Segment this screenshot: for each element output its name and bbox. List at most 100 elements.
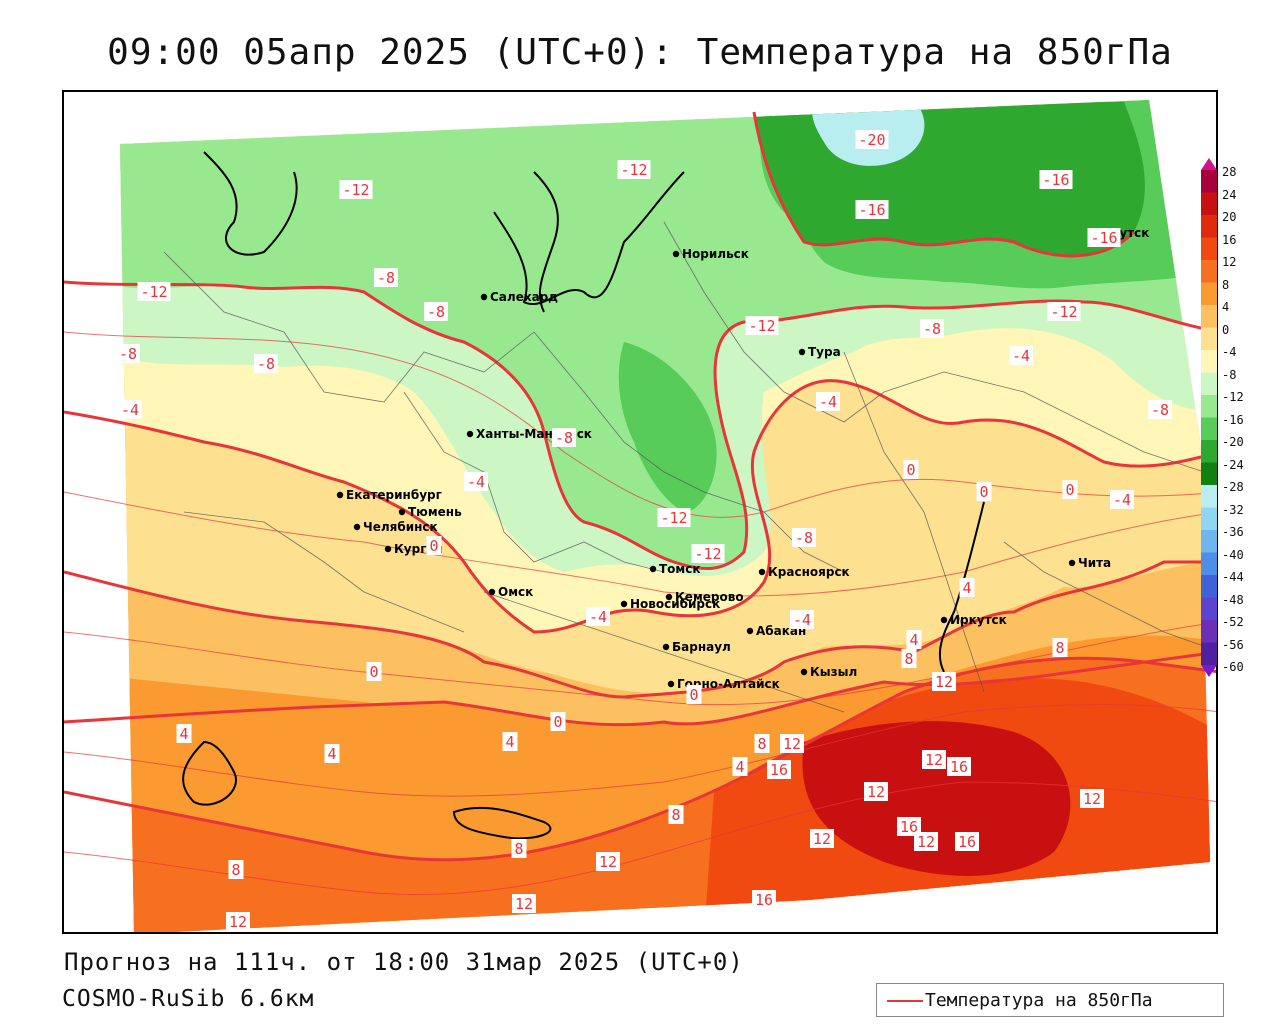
contour-label-bg xyxy=(511,839,527,858)
contour-label: -8 xyxy=(257,355,275,373)
legend-line-swatch xyxy=(887,1000,923,1002)
city-dot xyxy=(620,600,628,608)
contour-label-bg xyxy=(897,817,921,836)
city-dot xyxy=(798,348,806,356)
contour-label-bg xyxy=(254,354,278,373)
contour-label-bg xyxy=(816,392,840,411)
contour-label-bg xyxy=(922,750,946,769)
contour-label-bg xyxy=(976,482,992,501)
city-label: Томск xyxy=(659,562,701,576)
city-dot xyxy=(940,616,948,624)
colorbar-swatch xyxy=(1201,440,1217,463)
legend: Температура на 850гПа xyxy=(876,983,1224,1017)
minor-isotherms xyxy=(64,331,1216,896)
colorbar-swatch xyxy=(1201,552,1217,575)
colorbar-tick-label: 0 xyxy=(1222,322,1230,337)
city-dot xyxy=(353,523,361,531)
contour-label: 16 xyxy=(950,758,968,776)
city-dot xyxy=(466,430,474,438)
contour-label: 12 xyxy=(229,913,247,931)
contour-label: 16 xyxy=(958,833,976,851)
contour-label: 4 xyxy=(735,758,744,776)
contour-label: 8 xyxy=(757,735,766,753)
contour-label: -12 xyxy=(620,161,647,179)
contour-label: 16 xyxy=(770,761,788,779)
city-label: Барнаул xyxy=(672,640,731,654)
colorbar-tick-label: -52 xyxy=(1222,615,1244,629)
colorbar-tick-label: 28 xyxy=(1222,165,1237,179)
colorbar-swatch xyxy=(1201,372,1217,395)
colorbar-swatch xyxy=(1201,597,1217,620)
colorbar-tick-label: -4 xyxy=(1222,345,1237,359)
colorbar-tick-label: -36 xyxy=(1222,525,1244,539)
contour-label-bg xyxy=(464,472,488,491)
contour-label: -16 xyxy=(1042,171,1069,189)
colorbar-swatch xyxy=(1201,305,1217,328)
colorbar-svg xyxy=(1201,158,1217,677)
contour-label: -8 xyxy=(1151,401,1169,419)
colorbar-swatch xyxy=(1201,575,1217,598)
contour-label: -12 xyxy=(694,545,721,563)
contour-label-bg xyxy=(116,344,140,363)
contour-label-bg xyxy=(780,734,804,753)
contour-label-bg xyxy=(552,428,576,447)
contour-label: -20 xyxy=(858,131,885,149)
contour-label-bg xyxy=(657,508,691,527)
model-name: COSMO-RuSib 6.6км xyxy=(62,986,315,1012)
contour-label: 4 xyxy=(327,745,336,763)
contour-label: 12 xyxy=(925,751,943,769)
colorbar-swatch xyxy=(1201,642,1217,665)
contour-label: -4 xyxy=(819,393,837,411)
legend-label: Температура на 850гПа xyxy=(925,990,1153,1011)
contour-label: 0 xyxy=(906,461,915,479)
city-dot xyxy=(384,545,392,553)
forecast-info: Прогноз на 111ч. от 18:00 31мар 2025 (UT… xyxy=(64,948,744,976)
city-dot xyxy=(672,250,680,258)
contour-label-bg xyxy=(1039,170,1073,189)
coastlines xyxy=(182,151,985,840)
contour-label: 0 xyxy=(553,713,562,731)
city-label: Челябинск xyxy=(363,520,438,534)
contour-label-bg xyxy=(855,200,889,219)
contour-label: -8 xyxy=(377,269,395,287)
contour-label-bg xyxy=(366,662,382,681)
city-dot xyxy=(1068,559,1076,567)
colorbar-tick-label: -56 xyxy=(1222,637,1244,652)
city-label: Чита xyxy=(1078,556,1111,570)
contour-label: -4 xyxy=(467,473,485,491)
colorbar-swatch xyxy=(1201,462,1217,485)
contour-label-bg xyxy=(947,757,971,776)
temperature-map[interactable]: Норильск Якутск Салехард Тура Ханты-Мансийск… xyxy=(62,90,1218,934)
city-dot xyxy=(480,293,488,301)
colorbar-tick-label: -12 xyxy=(1222,390,1244,404)
contour-label-bg xyxy=(424,302,448,321)
city-dot xyxy=(746,627,754,635)
contour-label: -4 xyxy=(121,401,139,419)
contour-label-bg xyxy=(767,760,791,779)
city-label: Омск xyxy=(498,585,533,599)
contour-label: 4 xyxy=(179,725,188,743)
contour-label: -12 xyxy=(660,509,687,527)
temperature-fill xyxy=(120,100,1210,932)
contour-label: -8 xyxy=(795,529,813,547)
contour-label-bg xyxy=(959,578,975,597)
contour-label-bg xyxy=(586,607,610,626)
contour-label-bg xyxy=(864,782,888,801)
contour-label-bg xyxy=(617,160,651,179)
city-dot xyxy=(649,565,657,573)
contour-label: -16 xyxy=(1090,229,1117,247)
colorbar-swatch xyxy=(1201,485,1217,508)
contour-label: -12 xyxy=(748,317,775,335)
contour-label: 4 xyxy=(962,579,971,597)
contour-label: -4 xyxy=(1113,491,1131,509)
colorbar-swatch xyxy=(1201,350,1217,373)
city-dot xyxy=(398,508,406,516)
city-label: Салехард xyxy=(490,290,558,304)
colorbar-tick-label: -28 xyxy=(1222,480,1244,494)
contour-label: -8 xyxy=(555,429,573,447)
colorbar-tick-label: 20 xyxy=(1222,210,1237,224)
colorbar-tick-label: 24 xyxy=(1222,187,1237,202)
contour-label: 4 xyxy=(909,631,918,649)
contour-label: -8 xyxy=(119,345,137,363)
colorbar-swatch xyxy=(1201,237,1217,260)
